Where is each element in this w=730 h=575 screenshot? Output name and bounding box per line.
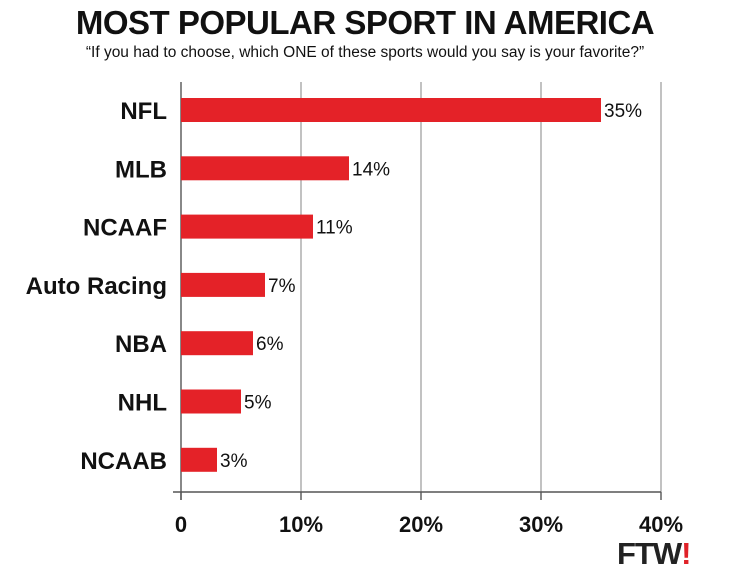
logo-text: FTW [617, 536, 682, 571]
category-label-ncaab: NCAAB [80, 448, 167, 475]
x-tick-label-20: 20% [399, 512, 443, 537]
category-labels: NFL MLB NCAAF Auto Racing NBA NHL NCAAB [26, 98, 167, 475]
bar-ncaab [181, 447, 217, 472]
value-label-nhl: 5% [244, 393, 272, 414]
category-label-ncaaf: NCAAF [83, 215, 167, 242]
value-label-ncaaf: 11% [316, 218, 353, 239]
x-tick-label-30: 30% [519, 512, 563, 537]
category-label-nfl: NFL [120, 98, 167, 125]
bars [181, 98, 601, 472]
value-label-nba: 6% [256, 334, 284, 355]
chart-title: MOST POPULAR SPORT IN AMERICA [75, 4, 655, 41]
bar-nba [181, 331, 253, 356]
value-label-auto-racing: 7% [268, 276, 296, 297]
logo-bang: ! [681, 536, 691, 571]
value-labels: 35% 14% 11% 7% 6% 5% 3% [220, 101, 642, 472]
x-tick-label-0: 0 [175, 512, 187, 537]
category-label-auto-racing: Auto Racing [26, 273, 167, 300]
value-label-nfl: 35% [604, 101, 642, 122]
x-tick-labels: 0 10% 20% 30% 40% [175, 512, 683, 537]
value-label-ncaab: 3% [220, 451, 248, 472]
category-label-nba: NBA [115, 331, 167, 358]
category-label-mlb: MLB [115, 156, 167, 183]
x-tick-label-10: 10% [279, 512, 323, 537]
bar-ncaaf [181, 214, 313, 239]
bar-mlb [181, 156, 349, 181]
bar-auto-racing [181, 272, 265, 297]
bar-nfl [181, 98, 601, 122]
bar-nhl [181, 389, 241, 414]
x-tick-label-40: 40% [639, 512, 683, 537]
chart-subtitle: “If you had to choose, which ONE of thes… [85, 44, 645, 61]
ftw-logo: FTW! [617, 536, 692, 572]
value-label-mlb: 14% [352, 159, 390, 180]
category-label-nhl: NHL [118, 390, 167, 417]
gridlines [173, 82, 662, 500]
